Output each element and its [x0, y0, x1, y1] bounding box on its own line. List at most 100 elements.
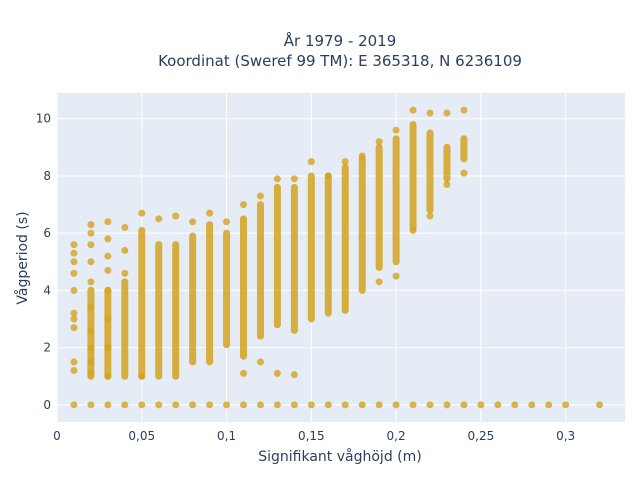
data-point	[70, 401, 78, 409]
data-column	[324, 172, 332, 317]
data-point	[155, 215, 163, 223]
y-axis-title: Vågperiod (s)	[14, 211, 31, 304]
data-point	[121, 269, 129, 277]
data-point	[409, 106, 417, 114]
data-column	[307, 172, 315, 323]
data-point	[324, 172, 332, 180]
data-point	[70, 286, 78, 294]
data-point	[121, 246, 129, 254]
data-column	[375, 143, 383, 272]
data-point	[460, 169, 468, 177]
data-point	[87, 241, 95, 249]
data-point	[223, 218, 231, 226]
y-tick-label: 8	[43, 169, 51, 183]
data-point	[443, 181, 451, 189]
data-column	[460, 135, 468, 163]
data-point	[104, 235, 112, 243]
data-point	[358, 401, 366, 409]
data-point	[70, 258, 78, 266]
data-point	[70, 315, 78, 323]
data-point	[138, 401, 146, 409]
data-point	[121, 223, 129, 231]
data-point	[87, 401, 95, 409]
data-column	[121, 278, 129, 380]
data-point	[426, 212, 434, 220]
data-point	[256, 192, 264, 200]
x-tick-label: 0	[53, 429, 61, 443]
data-point	[87, 258, 95, 266]
data-column	[223, 229, 231, 349]
data-point	[477, 401, 485, 409]
data-point	[426, 109, 434, 117]
data-point	[324, 401, 332, 409]
data-point	[70, 241, 78, 249]
data-point	[189, 218, 197, 226]
data-point	[121, 401, 129, 409]
data-column	[443, 143, 451, 183]
data-point	[172, 212, 180, 220]
data-point	[494, 401, 502, 409]
data-point	[443, 109, 451, 117]
data-column	[155, 241, 163, 380]
x-tick-label: 0,05	[128, 429, 155, 443]
data-point	[87, 229, 95, 237]
data-point	[307, 158, 315, 166]
data-point	[155, 401, 163, 409]
y-tick-label: 10	[36, 112, 51, 126]
data-point	[392, 126, 400, 134]
data-point	[206, 401, 214, 409]
data-point	[596, 401, 604, 409]
data-point	[290, 175, 298, 183]
data-point	[460, 106, 468, 114]
data-point	[256, 358, 264, 366]
data-column	[392, 135, 400, 266]
y-axis-ticks: 0 2 4 6 8 10	[36, 112, 51, 412]
x-tick-label: 0,3	[556, 429, 575, 443]
data-point	[87, 278, 95, 286]
data-column	[206, 221, 214, 366]
data-point	[104, 286, 112, 294]
data-point	[70, 358, 78, 366]
data-point	[104, 252, 112, 260]
data-point	[375, 401, 383, 409]
x-tick-label: 0,1	[217, 429, 236, 443]
y-tick-label: 0	[43, 398, 51, 412]
y-tick-label: 6	[43, 226, 51, 240]
data-point	[307, 401, 315, 409]
data-point	[70, 269, 78, 277]
data-point	[189, 401, 197, 409]
data-column	[426, 129, 434, 214]
data-point	[460, 401, 468, 409]
data-point	[206, 209, 214, 217]
data-point	[104, 401, 112, 409]
data-point	[290, 401, 298, 409]
chart-title-line2: Koordinat (Sweref 99 TM): E 365318, N 62…	[158, 52, 522, 70]
data-point	[392, 272, 400, 280]
data-point	[240, 201, 248, 209]
data-column	[341, 163, 349, 314]
data-point	[273, 369, 281, 377]
data-column	[240, 215, 248, 360]
x-tick-label: 0,2	[387, 429, 406, 443]
x-axis-title: Signifikant våghöjd (m)	[258, 448, 421, 465]
data-point	[87, 358, 95, 366]
data-point	[426, 401, 434, 409]
data-point	[172, 401, 180, 409]
data-point	[273, 175, 281, 183]
data-column	[273, 183, 281, 329]
data-point	[87, 344, 95, 352]
data-column	[409, 120, 417, 231]
x-axis-ticks: 0 0,05 0,1 0,15 0,2 0,25 0,3	[53, 429, 575, 443]
chart-title-line1: År 1979 - 2019	[284, 31, 397, 50]
data-point	[138, 209, 146, 217]
data-point	[104, 372, 112, 380]
data-point	[511, 401, 519, 409]
data-point	[70, 309, 78, 317]
y-tick-label: 4	[43, 283, 51, 297]
data-point	[87, 369, 95, 377]
data-point	[240, 369, 248, 377]
y-tick-label: 2	[43, 341, 51, 355]
data-column	[138, 226, 146, 380]
data-point	[223, 401, 231, 409]
